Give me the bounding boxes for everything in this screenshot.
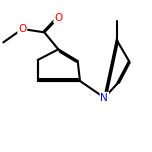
Text: O: O [18,24,26,34]
Text: O: O [54,13,62,23]
Text: N: N [100,93,108,103]
